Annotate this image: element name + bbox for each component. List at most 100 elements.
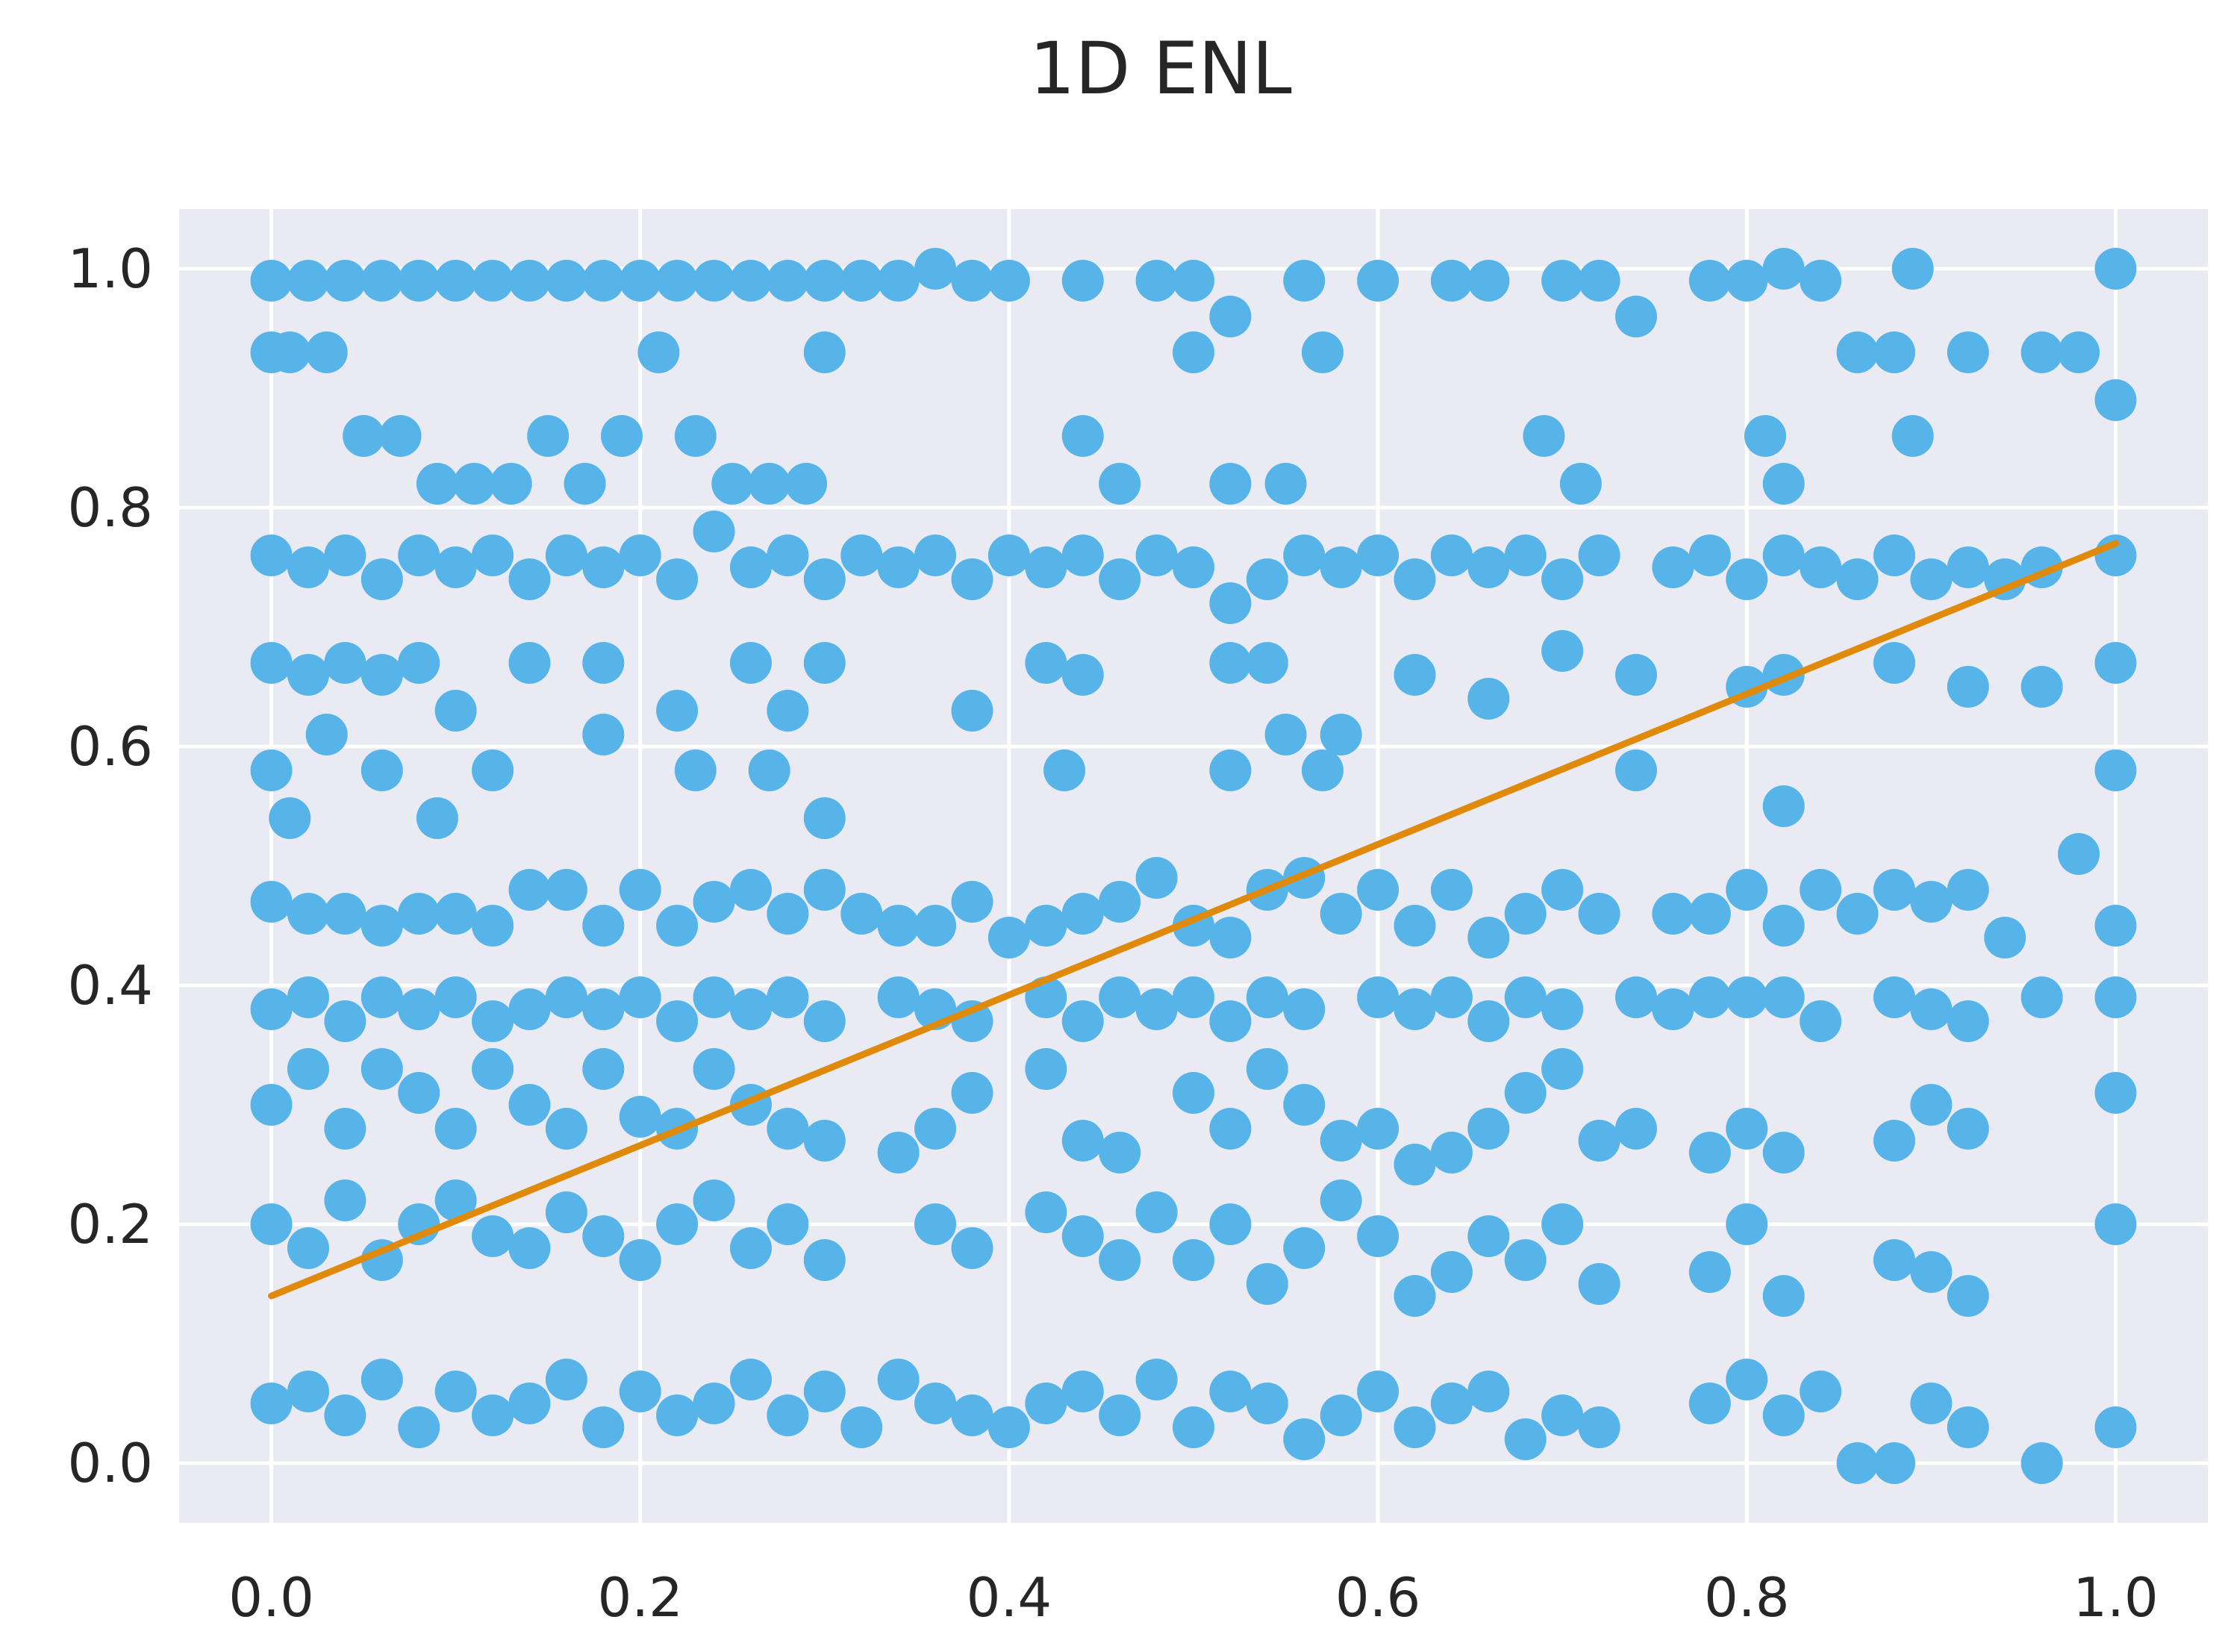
data-point	[1947, 666, 1989, 708]
data-point	[1135, 534, 1178, 576]
data-point	[1025, 905, 1067, 947]
data-point	[674, 749, 717, 791]
data-point	[1467, 678, 1510, 720]
data-point	[987, 1406, 1030, 1448]
data-point	[2021, 666, 2063, 708]
data-point	[1467, 1000, 1510, 1042]
data-point	[877, 546, 920, 588]
data-point	[434, 690, 477, 732]
data-point	[951, 1394, 993, 1436]
data-point	[1910, 1251, 1953, 1293]
data-point	[1173, 1072, 1214, 1114]
data-point	[2021, 1442, 2063, 1484]
data-point	[1320, 1120, 1362, 1162]
data-point	[1430, 869, 1473, 911]
data-point	[1135, 1191, 1178, 1233]
data-point	[1947, 869, 1989, 911]
data-point	[250, 749, 293, 791]
data-point	[1061, 654, 1104, 696]
data-point	[1947, 546, 1989, 588]
data-point	[1523, 415, 1565, 457]
data-point	[1357, 869, 1399, 911]
data-point	[582, 642, 625, 684]
data-point	[877, 1132, 920, 1173]
data-point	[656, 905, 699, 947]
data-point	[398, 1406, 440, 1448]
data-point	[250, 988, 293, 1030]
data-point	[1578, 1406, 1620, 1448]
data-point	[305, 714, 348, 755]
data-point	[803, 1371, 846, 1412]
data-point	[361, 749, 403, 791]
data-point	[1688, 534, 1731, 576]
data-point	[545, 869, 587, 911]
data-point	[434, 1371, 477, 1412]
data-point	[1357, 534, 1399, 576]
data-point	[1135, 260, 1178, 302]
data-point	[472, 1000, 514, 1042]
data-point	[1099, 1239, 1141, 1281]
data-point	[1357, 1371, 1399, 1412]
data-point	[472, 1394, 514, 1436]
data-point	[2094, 642, 2137, 684]
data-point	[508, 1227, 551, 1269]
data-point	[2094, 1072, 2137, 1114]
data-point	[803, 1239, 846, 1281]
data-point	[1394, 558, 1436, 600]
data-point	[1320, 893, 1362, 935]
data-point	[803, 869, 846, 911]
data-point	[1264, 714, 1307, 755]
data-point	[1357, 1108, 1399, 1150]
data-point	[1301, 749, 1344, 791]
data-point	[1910, 988, 1953, 1030]
data-point	[2094, 976, 2137, 1018]
data-point	[324, 1108, 366, 1150]
data-point	[637, 331, 680, 373]
y-tick-label: 0.0	[67, 1432, 153, 1494]
x-tick-label: 0.4	[967, 1566, 1052, 1629]
x-tick-label: 0.2	[597, 1566, 683, 1629]
x-axis-ticks: 0.0 0.2 0.4 0.6 0.8 1.0	[228, 1566, 2158, 1629]
y-tick-label: 0.4	[67, 954, 153, 1017]
data-point	[1873, 869, 1915, 911]
data-point	[1467, 1371, 1510, 1412]
data-point	[508, 1084, 551, 1126]
data-point	[416, 463, 458, 505]
data-point	[1541, 869, 1584, 911]
data-point	[1283, 1418, 1326, 1460]
data-point	[287, 546, 329, 588]
data-point	[1800, 260, 1842, 302]
data-point	[324, 1179, 366, 1221]
data-point	[1615, 296, 1658, 337]
data-point	[1726, 1203, 1768, 1245]
data-point	[250, 1383, 293, 1424]
data-point	[1615, 654, 1658, 696]
data-point	[1947, 1000, 1989, 1042]
data-point	[1099, 881, 1141, 923]
data-point	[1283, 260, 1326, 302]
x-tick-label: 0.6	[1335, 1566, 1421, 1629]
data-point	[1910, 881, 1953, 923]
data-point	[1283, 988, 1326, 1030]
data-point	[619, 260, 661, 302]
data-point	[951, 1072, 993, 1114]
data-point	[1025, 1383, 1067, 1424]
data-point	[1504, 976, 1547, 1018]
data-point	[527, 415, 570, 457]
data-point	[1043, 749, 1086, 791]
data-point	[987, 260, 1030, 302]
data-point	[545, 534, 587, 576]
data-point	[472, 534, 514, 576]
data-point	[508, 558, 551, 600]
data-point	[1762, 976, 1805, 1018]
data-point	[1209, 1371, 1252, 1412]
data-point	[693, 260, 735, 302]
data-point	[1467, 917, 1510, 959]
data-point	[1762, 1275, 1805, 1317]
data-point	[1873, 534, 1915, 576]
data-point	[305, 331, 348, 373]
data-point	[324, 1000, 366, 1042]
data-point	[1264, 463, 1307, 505]
data-point	[434, 260, 477, 302]
data-point	[1652, 988, 1694, 1030]
